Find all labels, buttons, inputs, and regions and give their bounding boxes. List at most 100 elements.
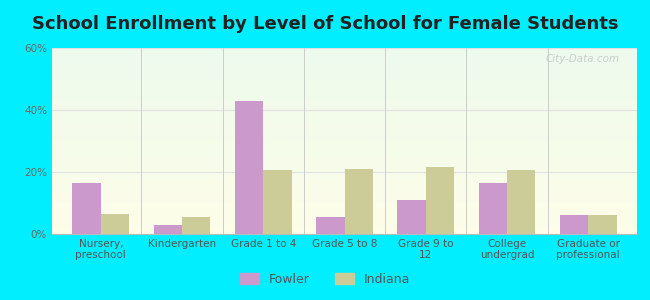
Bar (52, 169, 637, 170)
Bar (101, 214, 129, 234)
Bar (52, 148, 637, 149)
Bar (52, 93, 637, 94)
Bar (52, 121, 637, 122)
Bar (52, 99, 637, 100)
Bar (52, 106, 637, 107)
Bar (426, 167, 454, 234)
Bar (52, 86, 637, 87)
Bar (52, 205, 637, 206)
Bar (52, 87, 637, 88)
Bar (52, 218, 637, 219)
Bar (52, 202, 637, 203)
Bar (52, 116, 637, 117)
Bar (52, 177, 637, 178)
Bar (52, 132, 637, 133)
Bar (52, 59, 637, 60)
Bar (52, 53, 637, 54)
Bar (52, 136, 637, 137)
Bar (52, 54, 637, 55)
Bar (52, 158, 637, 159)
Bar (52, 58, 637, 59)
Bar (52, 150, 637, 151)
Bar (52, 134, 637, 135)
Bar (52, 176, 637, 177)
Bar (52, 74, 637, 75)
Bar (52, 220, 637, 221)
Bar (52, 85, 637, 86)
Bar (52, 50, 637, 51)
Bar (52, 101, 637, 102)
Bar (52, 127, 637, 128)
Bar (52, 146, 637, 147)
Bar (52, 154, 637, 155)
Text: City-Data.com: City-Data.com (545, 54, 619, 64)
Bar (52, 111, 637, 112)
Bar (52, 189, 637, 190)
Bar (52, 160, 637, 161)
Bar (52, 139, 637, 140)
Bar (52, 157, 637, 158)
Bar (52, 197, 637, 198)
Bar (52, 227, 637, 228)
Bar (52, 202, 637, 203)
Bar (52, 118, 637, 119)
Bar (52, 72, 637, 73)
Bar (52, 137, 637, 138)
Bar (52, 185, 637, 186)
Bar (52, 179, 637, 180)
Bar (52, 187, 637, 188)
Bar (52, 82, 637, 83)
Bar (153, 225, 182, 234)
Bar (52, 225, 637, 226)
Bar (52, 135, 637, 136)
Bar (52, 66, 637, 67)
Bar (52, 124, 637, 125)
Bar (52, 233, 637, 234)
Bar (52, 219, 637, 220)
Bar (52, 71, 637, 72)
Bar (52, 141, 637, 142)
Bar (52, 209, 637, 210)
Bar (52, 145, 637, 146)
Bar (52, 188, 637, 189)
Bar (52, 171, 637, 172)
Bar (52, 192, 637, 193)
Bar (52, 173, 637, 175)
Bar (52, 183, 637, 184)
Text: School Enrollment by Level of School for Female Students: School Enrollment by Level of School for… (32, 15, 618, 33)
Bar (52, 56, 637, 57)
Bar (52, 230, 637, 231)
Bar (52, 223, 637, 224)
Bar (52, 64, 637, 65)
Bar (52, 195, 637, 196)
Bar (52, 113, 637, 114)
Bar (52, 147, 637, 148)
Bar (52, 70, 637, 71)
Bar (52, 165, 637, 166)
Bar (52, 77, 637, 78)
Bar (52, 175, 637, 176)
Bar (263, 170, 292, 234)
Bar (52, 143, 637, 144)
Bar (52, 82, 637, 83)
Bar (52, 78, 637, 79)
Bar (52, 107, 637, 108)
Bar (52, 203, 637, 204)
Bar (52, 98, 637, 99)
Bar (52, 138, 637, 139)
Bar (52, 215, 637, 216)
Bar (52, 161, 637, 162)
Bar (52, 97, 637, 98)
Bar (52, 164, 637, 165)
Bar (52, 128, 637, 129)
Bar (52, 172, 637, 173)
Bar (52, 105, 637, 106)
Bar (52, 79, 637, 80)
Bar (52, 125, 637, 126)
Bar (52, 204, 637, 205)
Bar (52, 75, 637, 76)
Bar (52, 186, 637, 187)
Bar (52, 163, 637, 164)
Bar (52, 193, 637, 194)
Bar (52, 217, 637, 218)
